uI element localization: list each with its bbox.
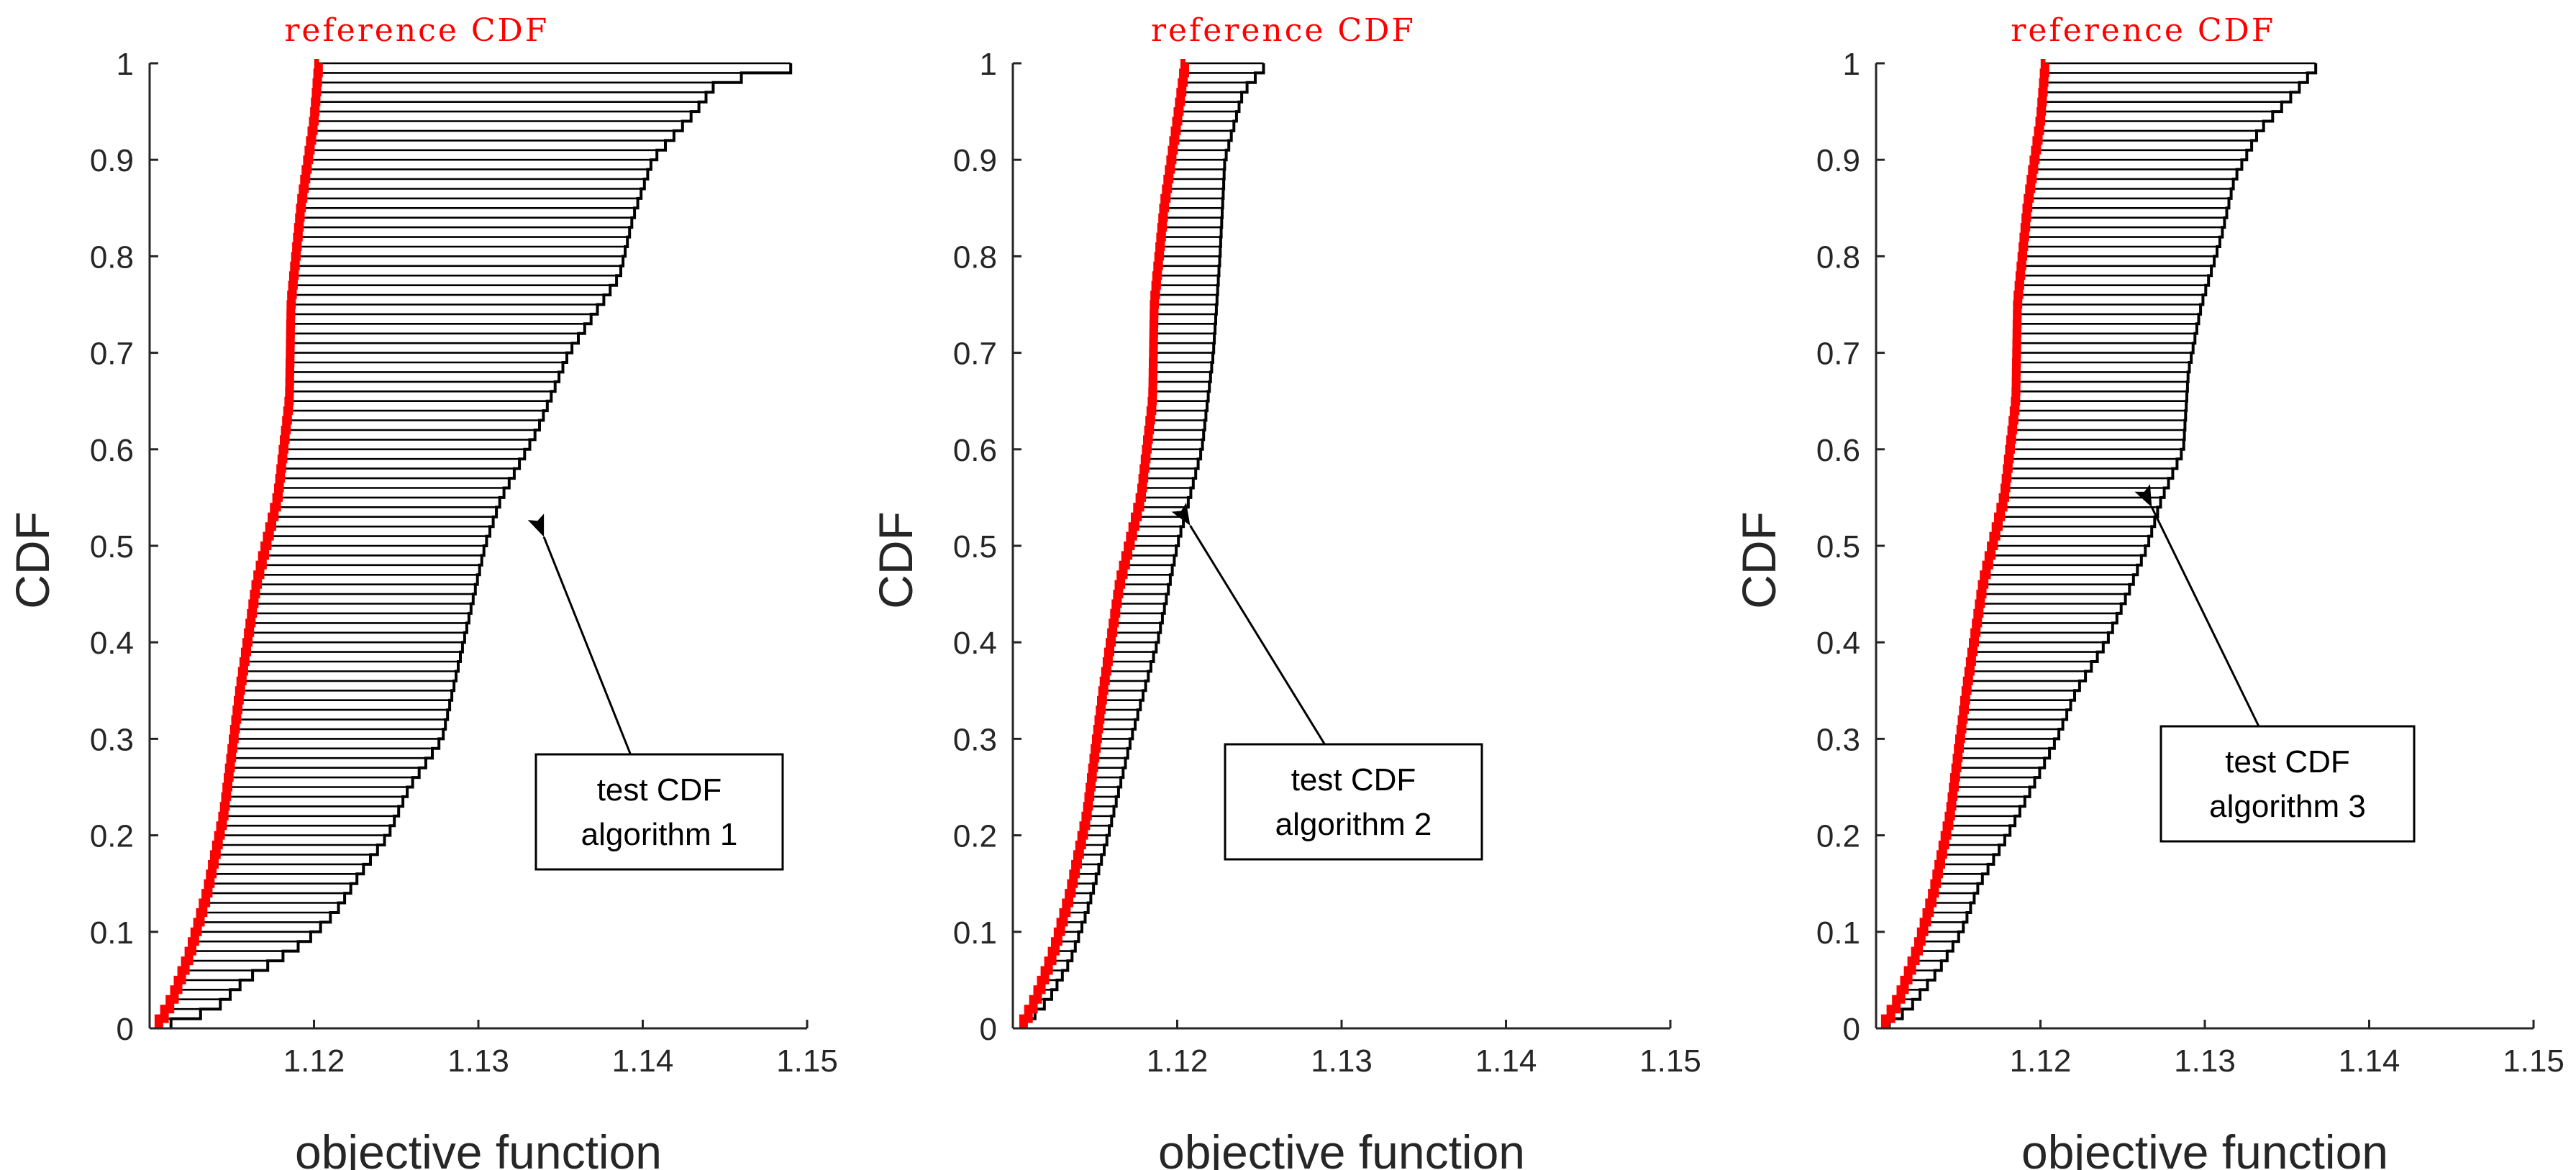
- y-tick-label: 0: [980, 1012, 997, 1047]
- y-tick-label: 0.8: [1816, 239, 1860, 275]
- annotation-box: [2159, 725, 2416, 843]
- reference-cdf-label: reference CDF: [1151, 12, 1416, 49]
- y-tick-label: 0.5: [953, 529, 997, 565]
- annotation-line-2: algorithm 3: [2209, 789, 2366, 824]
- y-tick-labels: 0 0.1 0.2 0.3 0.4 0.5 0.6 0.7 0.8 0.9 1: [1816, 47, 1860, 1047]
- x-tick-label: 1.15: [2503, 1043, 2564, 1079]
- x-axis-title: objective function: [1158, 1125, 1525, 1170]
- x-tick-label: 1.12: [2010, 1043, 2072, 1079]
- reference-cdf-line: [154, 59, 323, 1028]
- y-tick-label: 0.5: [1816, 529, 1860, 565]
- x-tick-label: 1.12: [1147, 1043, 1209, 1079]
- y-tick-label: 0.6: [90, 433, 134, 468]
- annotation-line-1: test CDF: [1291, 762, 1416, 797]
- x-axis-title: objective function: [295, 1125, 662, 1170]
- x-tick-label: 1.14: [2339, 1043, 2400, 1079]
- x-tick-labels: 1.12 1.13 1.14 1.15: [1147, 1043, 1701, 1079]
- axes: [1011, 62, 1672, 1030]
- x-tick-label: 1.15: [776, 1043, 838, 1079]
- reference-cdf-line: [1019, 59, 1189, 1028]
- y-tick-label: 0.2: [953, 819, 997, 854]
- annotation-arrow: [1171, 503, 1326, 745]
- y-tick-label: 0.2: [1816, 819, 1860, 854]
- test-cdf-line: [1888, 63, 2318, 1028]
- x-tick-labels: 1.12 1.13 1.14 1.15: [283, 1043, 838, 1079]
- y-tick-label: 0: [1843, 1012, 1860, 1047]
- y-tick-label: 0.3: [90, 722, 134, 757]
- x-tick-label: 1.14: [612, 1043, 674, 1079]
- annotation-box: [1224, 743, 1483, 861]
- reference-cdf-label: reference CDF: [284, 12, 549, 49]
- y-tick-label: 0.9: [953, 143, 997, 178]
- y-tick-label: 0.9: [90, 143, 134, 178]
- x-tick-label: 1.13: [1311, 1043, 1373, 1079]
- annotation-line-2: algorithm 1: [581, 817, 738, 852]
- difference-ladder: [158, 62, 791, 1020]
- y-tick-label: 0.2: [90, 819, 134, 854]
- y-tick-label: 0.7: [1816, 337, 1860, 372]
- y-axis-title: CDF: [6, 511, 59, 609]
- annotation-line-1: test CDF: [2225, 744, 2350, 780]
- y-tick-label: 0.1: [1816, 915, 1860, 951]
- y-tick-labels: 0 0.1 0.2 0.3 0.4 0.5 0.6 0.7 0.8 0.9 1: [90, 47, 134, 1047]
- y-tick-label: 0.4: [953, 626, 997, 661]
- reference-cdf-label: reference CDF: [2011, 12, 2275, 49]
- y-tick-label: 0.8: [90, 239, 134, 275]
- y-tick-label: 0.8: [953, 239, 997, 275]
- annotation-arrow: [527, 513, 632, 755]
- x-axis-title: objective function: [2021, 1125, 2388, 1170]
- difference-ladder: [1023, 62, 1264, 1020]
- axes: [1875, 62, 2535, 1030]
- y-tick-label: 0.3: [1816, 722, 1860, 757]
- y-tick-label: 0.9: [1816, 143, 1860, 178]
- y-tick-label: 0.4: [1816, 626, 1860, 661]
- annotation-box: [534, 753, 784, 871]
- test-cdf-line: [169, 63, 793, 1028]
- y-axis-title: CDF: [869, 511, 922, 609]
- y-tick-label: 0.7: [953, 337, 997, 372]
- y-tick-label: 1: [980, 47, 997, 82]
- cdf-panel-algorithm-1: 00.10.20.30.40.50.60.70.80.91 1.12 1.13 1.…: [6, 12, 838, 1170]
- reference-cdf-line: [1880, 59, 2049, 1028]
- y-tick-label: 0.6: [1816, 433, 1860, 468]
- y-tick-labels: 0 0.1 0.2 0.3 0.4 0.5 0.6 0.7 0.8 0.9 1: [953, 47, 997, 1047]
- y-tick-label: 0.6: [953, 433, 997, 468]
- y-tick-label: 0.1: [953, 915, 997, 951]
- y-tick-label: 0.7: [90, 337, 134, 372]
- y-tick-label: 0: [117, 1012, 134, 1047]
- y-axis-title: CDF: [1732, 511, 1785, 609]
- x-tick-label: 1.12: [283, 1043, 345, 1079]
- y-tick-label: 0.5: [90, 529, 134, 565]
- annotation-arrow: [2134, 484, 2260, 727]
- y-tick-label: 1: [117, 47, 134, 82]
- y-tick-label: 1: [1843, 47, 1860, 82]
- x-tick-label: 1.15: [1639, 1043, 1701, 1079]
- y-tick-label: 0.4: [90, 626, 134, 661]
- difference-ladder: [1885, 62, 2316, 1020]
- cdf-panel-algorithm-2: 00.10.20.30.40.50.60.70.80.91 1.12 1.13 1.…: [869, 12, 1701, 1170]
- annotation-line-2: algorithm 2: [1275, 807, 1432, 842]
- axes: [148, 62, 809, 1030]
- cdf-panel-algorithm-3: 00.10.20.30.40.50.60.70.80.91 1.12 1.13 1.…: [1732, 12, 2564, 1170]
- annotation-line-1: test CDF: [597, 772, 722, 808]
- x-tick-label: 1.14: [1475, 1043, 1537, 1079]
- x-tick-label: 1.13: [447, 1043, 509, 1079]
- x-tick-label: 1.13: [2174, 1043, 2236, 1079]
- x-tick-labels: 1.12 1.13 1.14 1.15: [2010, 1043, 2564, 1079]
- y-tick-label: 0.1: [90, 915, 134, 951]
- test-cdf-line: [1024, 63, 1265, 1028]
- y-tick-label: 0.3: [953, 722, 997, 757]
